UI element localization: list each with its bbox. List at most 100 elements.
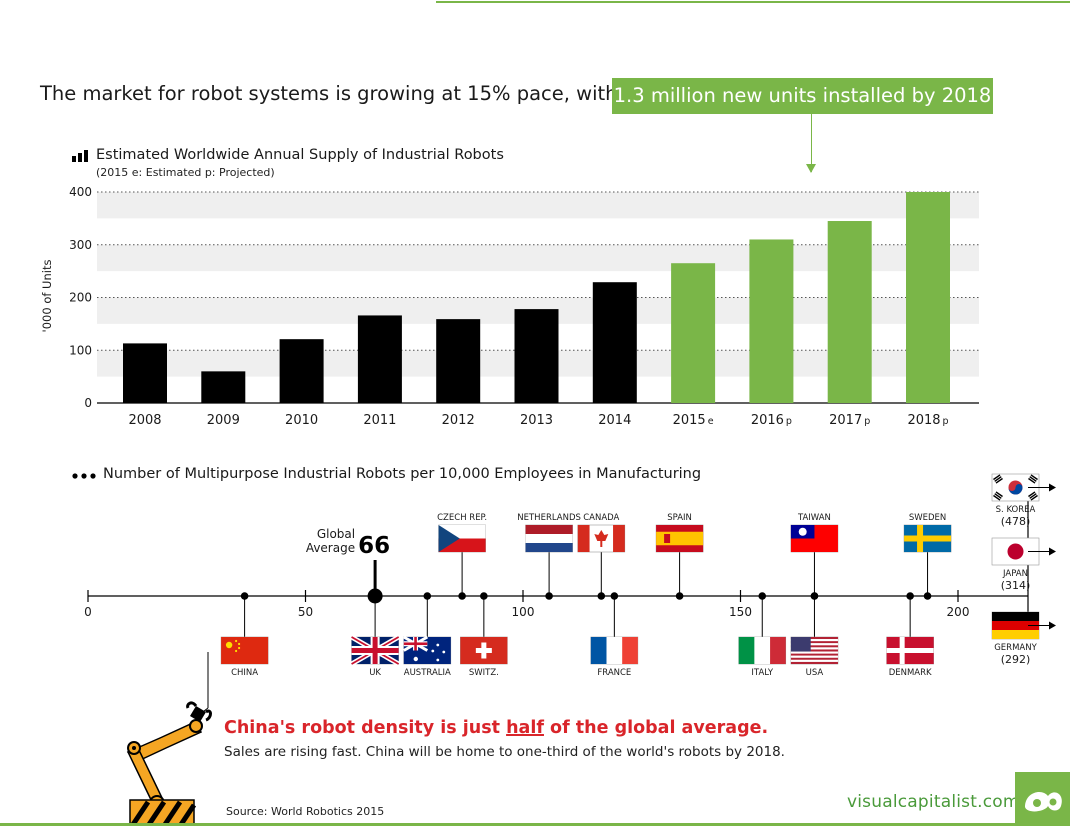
y-tick-label: 0 xyxy=(84,396,92,410)
country-label: AUSTRALIA xyxy=(404,668,451,678)
x-tick-suffix: e xyxy=(708,416,714,427)
global-average-value: 66 xyxy=(358,533,390,559)
x-tick-label-2018: 2018 p xyxy=(907,413,948,428)
data-point xyxy=(240,592,249,600)
data-point xyxy=(810,592,819,600)
country-label: DENMARK xyxy=(889,668,932,678)
data-point xyxy=(610,592,619,600)
arrow-head xyxy=(1049,547,1056,556)
timeline-tick-label: 100 xyxy=(512,605,535,619)
country-sweden: SWEDEN xyxy=(903,513,952,600)
bottom-accent-rule xyxy=(0,823,1070,826)
headline-highlight: 1.3 million new units installed by 2018 xyxy=(612,78,993,114)
data-point xyxy=(923,592,932,600)
off-chart-japan: JAPAN(314) xyxy=(991,537,1056,592)
country-france: FRANCE xyxy=(590,592,639,678)
country-label: ITALY xyxy=(751,668,773,678)
bar-2009 xyxy=(201,371,246,403)
bar-2014 xyxy=(592,282,637,403)
country-china: CHINA xyxy=(220,592,269,678)
callout-heading: China's robot density is just half of th… xyxy=(224,718,769,738)
x-tick-label-2008: 2008 xyxy=(128,413,161,428)
country-label: SWEDEN xyxy=(909,513,946,523)
data-point xyxy=(810,592,819,600)
off-chart-value: (478) xyxy=(1001,515,1031,528)
data-point xyxy=(906,592,914,600)
x-tick-label-2017: 2017 p xyxy=(829,413,870,428)
source-note: Source: World Robotics 2015 xyxy=(226,805,385,818)
callout-body: Sales are rising fast. China will be hom… xyxy=(224,744,785,760)
y-axis-label: '000 of Units xyxy=(40,260,54,333)
bar-chart-title: Estimated Worldwide Annual Supply of Ind… xyxy=(96,147,504,163)
off-chart-label: GERMANY xyxy=(994,643,1037,653)
data-point xyxy=(597,592,606,600)
country-label: TAIWAN xyxy=(797,513,831,523)
country-spain: SPAIN xyxy=(655,513,704,600)
bar-2012 xyxy=(436,319,481,403)
off-chart-label: S. KOREA xyxy=(996,505,1036,515)
global-average-point xyxy=(367,588,383,604)
grid-band xyxy=(97,192,979,219)
x-tick-label-2010: 2010 xyxy=(285,413,318,428)
brand-link[interactable]: visualcapitalist.com xyxy=(847,792,1020,812)
density-chart-title: Number of Multipurpose Industrial Robots… xyxy=(103,466,702,482)
country-czech-rep-: CZECH REP. xyxy=(437,513,487,600)
y-tick-label: 100 xyxy=(69,343,92,357)
bar-2008 xyxy=(123,343,167,403)
country-label: CHINA xyxy=(231,668,258,678)
country-taiwan: TAIWAN xyxy=(790,513,839,600)
country-label: UK xyxy=(369,668,381,678)
off-chart-s-korea: S. KOREA(478) xyxy=(991,473,1056,528)
off-chart-label: JAPAN xyxy=(1002,569,1028,579)
arrow-head xyxy=(1049,483,1056,492)
global-average-label-line1: Global xyxy=(317,527,355,541)
data-point xyxy=(423,592,432,600)
y-tick-label: 300 xyxy=(69,238,92,252)
bar-chart-subtitle: (2015 e: Estimated p: Projected) xyxy=(96,166,275,179)
timeline-tick-label: 200 xyxy=(947,605,970,619)
data-point xyxy=(458,592,466,600)
highlight-arrow-head xyxy=(806,164,816,173)
off-chart-value: (314) xyxy=(1001,579,1031,592)
bar-chart: 0 100 200 300 400 '000 of Units 2008 2009 2010 20… xyxy=(40,185,979,428)
data-point xyxy=(545,592,553,600)
timeline-tick-label: 150 xyxy=(729,605,752,619)
country-canada: CANADA xyxy=(577,513,626,600)
data-point xyxy=(480,592,488,600)
country-label: CZECH REP. xyxy=(437,513,487,523)
bar-2013 xyxy=(514,309,559,403)
bar-chart-icon xyxy=(72,150,88,162)
bar-2018 xyxy=(906,192,950,403)
brand-logo-icon xyxy=(1025,791,1062,812)
bar-2011 xyxy=(357,315,402,403)
country-label: NETHERLANDS xyxy=(517,513,581,523)
country-netherlands: NETHERLANDS xyxy=(517,513,581,600)
country-usa: USA xyxy=(790,592,839,678)
x-tick-label-2014: 2014 xyxy=(598,413,631,428)
highlight-arrow-line xyxy=(811,114,812,172)
country-australia: AUSTRALIA xyxy=(403,592,452,678)
x-tick-suffix: p xyxy=(943,416,949,427)
country-denmark: DENMARK xyxy=(886,592,934,678)
y-tick-label: 400 xyxy=(69,185,92,199)
bar-2010 xyxy=(279,339,324,403)
x-tick-label-2009: 2009 xyxy=(207,413,240,428)
country-switz-: SWITZ. xyxy=(460,592,508,678)
country-label: SWITZ. xyxy=(469,668,499,678)
country-label: USA xyxy=(806,668,824,678)
off-chart-germany: GERMANY(292) xyxy=(991,611,1056,666)
y-tick-label: 200 xyxy=(69,291,92,305)
country-italy: ITALY xyxy=(738,592,787,678)
country-label: CANADA xyxy=(583,513,619,523)
headline: The market for robot systems is growing … xyxy=(40,82,618,105)
timeline-tick-label: 50 xyxy=(298,605,313,619)
country-label: SPAIN xyxy=(667,513,692,523)
arrow-head xyxy=(1049,621,1056,630)
x-tick-label-2013: 2013 xyxy=(520,413,553,428)
data-point xyxy=(675,592,684,600)
bar-2015 xyxy=(671,263,716,403)
top-accent-rule xyxy=(436,1,1070,3)
x-tick-label-2011: 2011 xyxy=(363,413,396,428)
timeline-tick-label: 0 xyxy=(84,605,92,619)
bar-2016 xyxy=(749,239,794,403)
